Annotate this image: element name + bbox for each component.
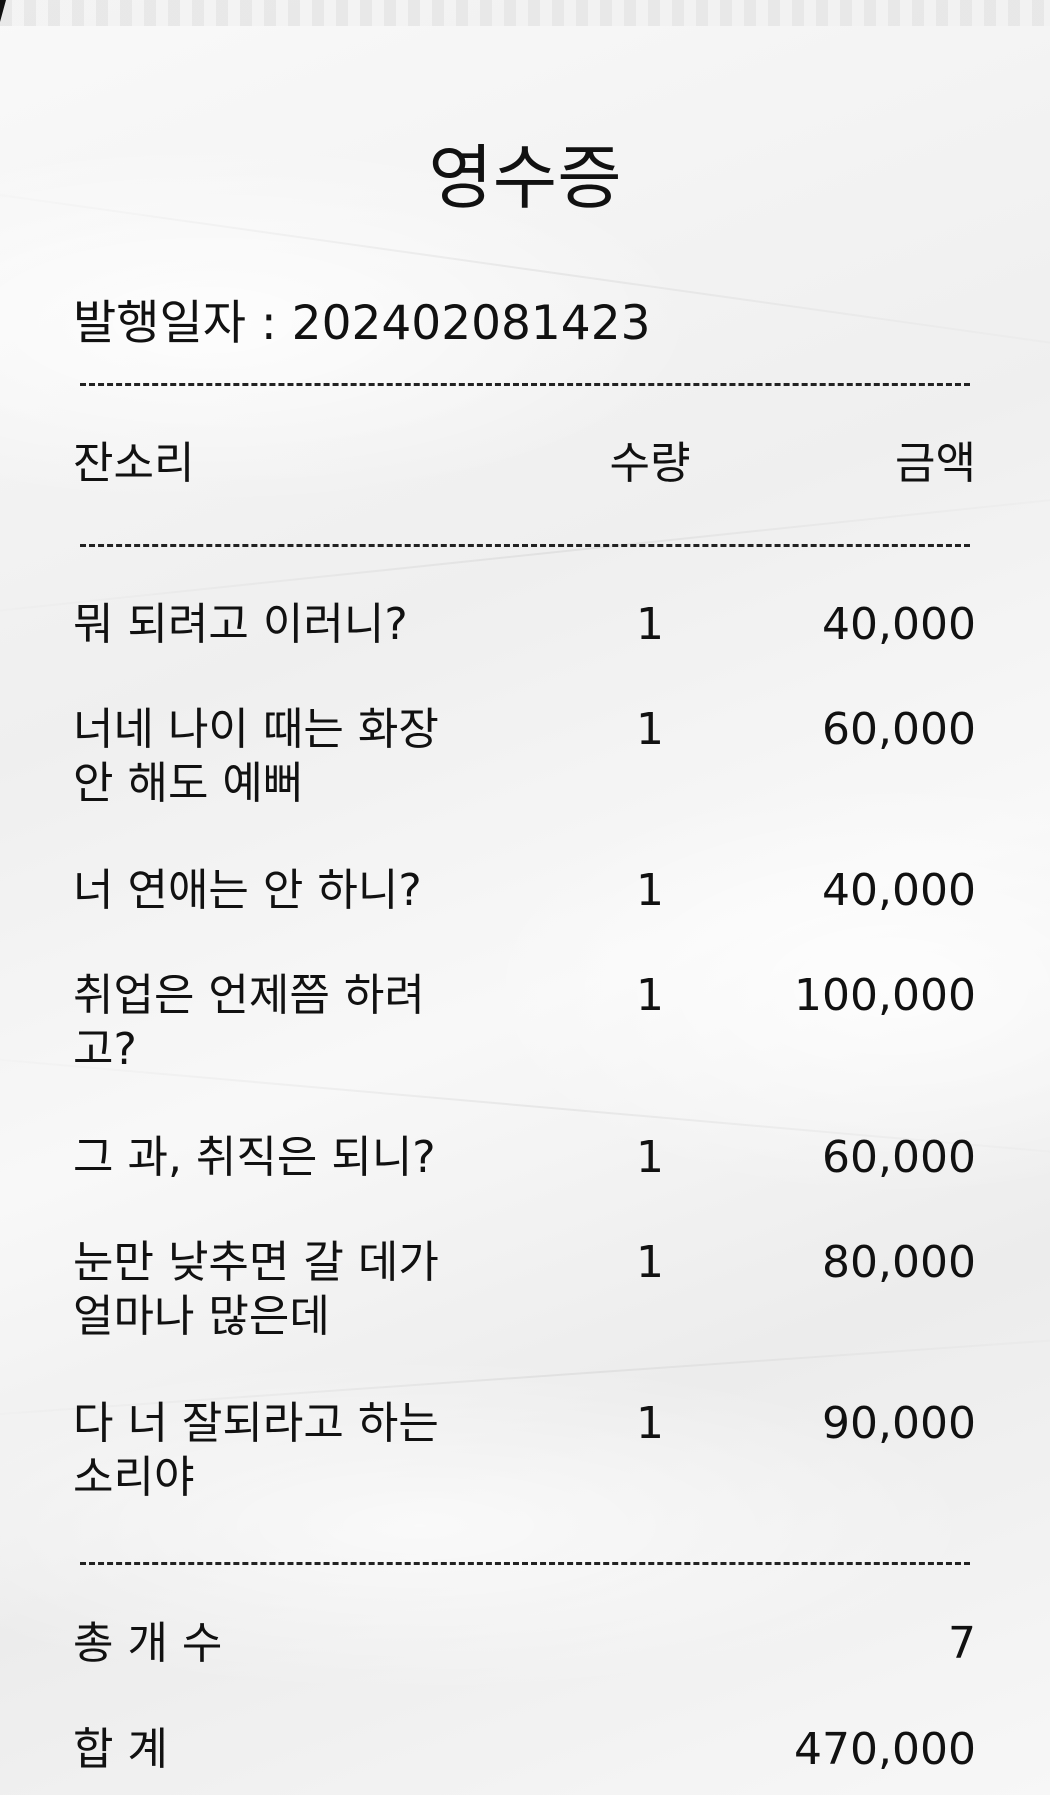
item-amount: 60,000 [822, 1132, 976, 1183]
item-name: 너 연애는 안 하니? [73, 865, 422, 916]
item-name: 눈만 낮추면 갈 데가 얼마나 많은데 [73, 1237, 439, 1342]
torn-edge [0, 0, 1050, 26]
item-quantity: 1 [636, 704, 664, 755]
column-header-quantity: 수량 [609, 438, 691, 489]
item-amount: 40,000 [822, 599, 976, 650]
item-quantity: 1 [636, 1132, 664, 1183]
count-value: 7 [948, 1618, 976, 1669]
item-name: 그 과, 취직은 되니? [73, 1132, 436, 1183]
count-label: 총 개 수 [73, 1618, 223, 1669]
item-quantity: 1 [636, 970, 664, 1021]
item-quantity: 1 [636, 865, 664, 916]
item-amount: 100,000 [794, 970, 976, 1021]
item-name: 너네 나이 때는 화장 안 해도 예뻐 [73, 704, 439, 809]
column-header-amount: 금액 [895, 438, 976, 489]
item-amount: 90,000 [822, 1398, 976, 1449]
divider-bottom [80, 1562, 970, 1565]
issue-date: 발행일자 : 202402081423 [73, 296, 651, 351]
corner-mark [0, 0, 6, 22]
item-amount: 60,000 [822, 704, 976, 755]
item-name: 뭐 되려고 이러니? [73, 599, 408, 650]
item-quantity: 1 [636, 1237, 664, 1288]
item-quantity: 1 [636, 599, 664, 650]
item-name: 취업은 언제쯤 하려고? [73, 970, 425, 1075]
total-label: 합 계 [73, 1724, 168, 1775]
total-value: 470,000 [794, 1724, 976, 1775]
divider-top [80, 383, 970, 386]
item-name: 다 너 잘되라고 하는 소리야 [73, 1398, 439, 1503]
item-amount: 40,000 [822, 865, 976, 916]
item-amount: 80,000 [822, 1237, 976, 1288]
receipt-title: 영수증 [428, 137, 622, 219]
column-header-item: 잔소리 [73, 438, 195, 489]
item-quantity: 1 [636, 1398, 664, 1449]
divider-header [80, 544, 970, 547]
